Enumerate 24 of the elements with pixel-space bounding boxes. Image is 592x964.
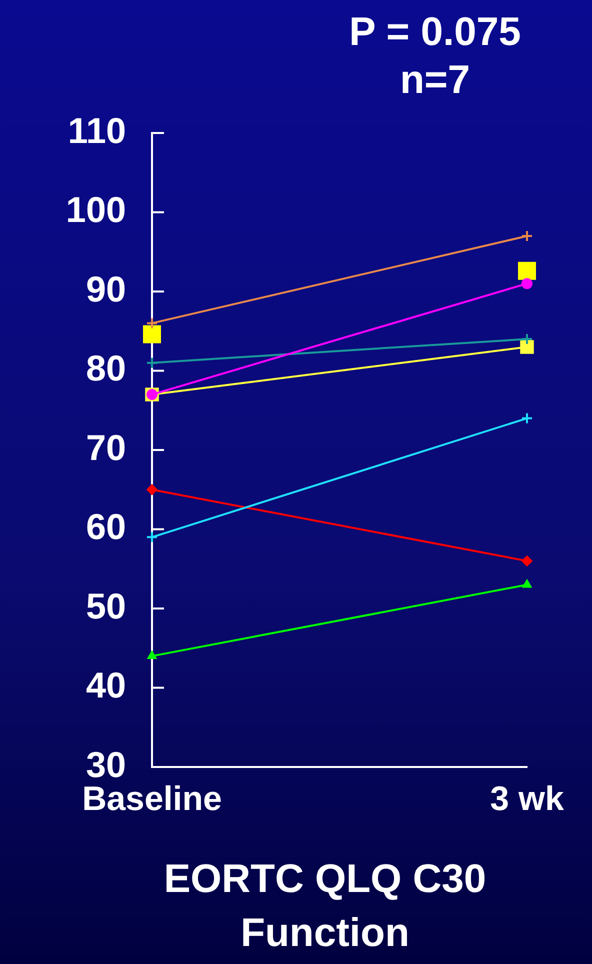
point [143, 325, 161, 344]
y-tick-label: 100 [66, 189, 126, 230]
y-tick-label: 80 [86, 348, 126, 389]
point [522, 555, 532, 566]
point [518, 262, 536, 280]
point [521, 333, 533, 346]
y-tick-label: 70 [86, 426, 126, 468]
point [146, 484, 158, 496]
y-tick-label: 50 [86, 585, 126, 626]
y-tick-label: 60 [86, 506, 126, 548]
point [520, 340, 534, 354]
point [146, 356, 158, 369]
chart-subtitle: n=7 [398, 57, 472, 104]
y-tick-label: 90 [86, 268, 126, 310]
chart-title: P = 0.075 [348, 9, 522, 56]
x-tick-label: 3 wk [490, 780, 564, 818]
point [146, 317, 158, 330]
point [521, 412, 533, 424]
y-tick-label: 40 [86, 664, 126, 706]
y-tick-label: 110 [68, 110, 126, 151]
x-axis-title: EORTC QLQ C30 Function [162, 856, 488, 957]
point [522, 278, 532, 290]
point [146, 531, 158, 544]
point [521, 230, 533, 242]
